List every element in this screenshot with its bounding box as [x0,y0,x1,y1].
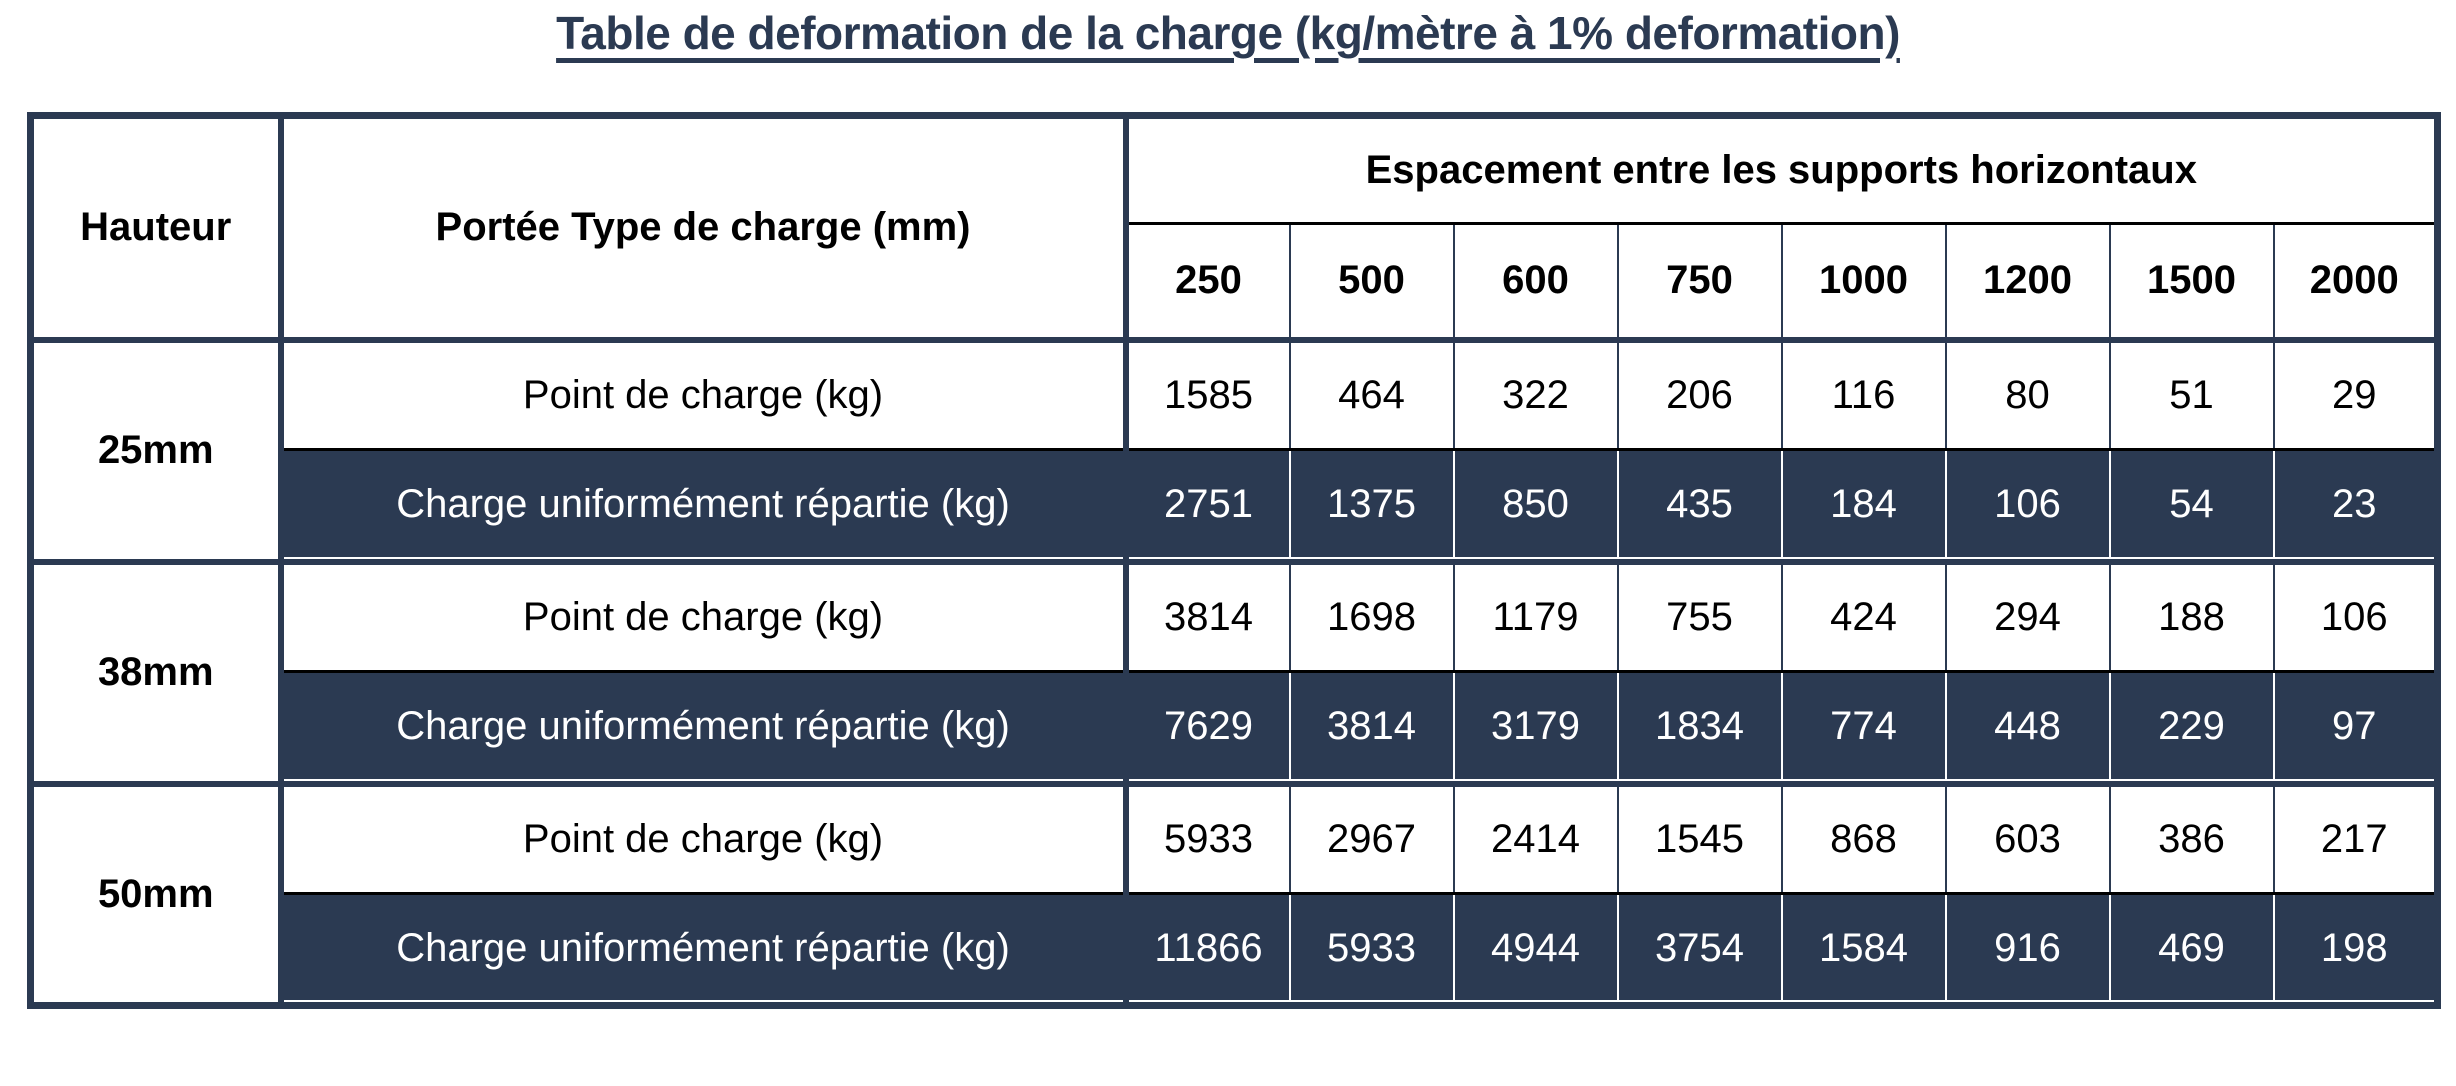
column-header-espacement: Espacement entre les supports horizontau… [1125,115,2438,225]
table-row-50mm-point: 50mm Point de charge (kg) 5933 2967 2414… [30,783,2438,1009]
row-label-charge-uniformement-repartie: Charge uniformément répartie (kg) [280,893,1129,1009]
value-cell: 1698 [1288,561,1454,673]
value-cell: 7629 [1124,671,1290,787]
value-cell: 11866 [1124,893,1290,1009]
row-label-point-de-charge: Point de charge (kg) [280,561,1129,673]
value-cell: 3814 [1124,561,1290,673]
value-cell: 850 [1452,449,1618,565]
value-cell: 916 [1944,893,2110,1009]
value-cell: 5933 [1124,783,1290,895]
hauteur-cell-25mm: 25mm [30,339,284,565]
table-row-38mm-point: 38mm Point de charge (kg) 3814 1698 1179… [30,561,2438,787]
value-cell: 51 [2108,339,2274,451]
spacing-header-1500: 1500 [2108,223,2274,343]
hauteur-cell-38mm: 38mm [30,561,284,787]
spacing-header-2000: 2000 [2272,223,2438,343]
value-cell: 5933 [1288,893,1454,1009]
page-title: Table de deformation de la charge (kg/mè… [556,7,1900,59]
title-bar: Table de deformation de la charge (kg/mè… [0,6,2456,60]
value-cell: 868 [1780,783,1946,895]
value-cell: 217 [2272,783,2438,895]
value-cell: 80 [1944,339,2110,451]
value-cell: 3814 [1288,671,1454,787]
value-cell: 3179 [1452,671,1618,787]
row-label-charge-uniformement-repartie: Charge uniformément répartie (kg) [280,449,1129,565]
value-cell: 1545 [1616,783,1782,895]
value-cell: 1375 [1288,449,1454,565]
value-cell: 2967 [1288,783,1454,895]
value-cell: 188 [2108,561,2274,673]
spacing-header-500: 500 [1288,223,1454,343]
spacing-header-250: 250 [1124,223,1290,343]
value-cell: 603 [1944,783,2110,895]
value-cell: 106 [2272,561,2438,673]
value-cell: 2414 [1452,783,1618,895]
value-cell: 116 [1780,339,1946,451]
spacing-header-1200: 1200 [1944,223,2110,343]
value-cell: 106 [1944,449,2110,565]
spacing-header-1000: 1000 [1780,223,1946,343]
table-row-25mm-point: 25mm Point de charge (kg) 1585 464 322 2… [30,339,2438,565]
value-cell: 29 [2272,339,2438,451]
value-cell: 322 [1452,339,1618,451]
value-cell: 424 [1780,561,1946,673]
table-row-25mm-uniform: Charge uniformément répartie (kg) 2751 1… [31,449,2438,565]
value-cell: 184 [1780,449,1946,565]
value-cell: 3754 [1616,893,1782,1009]
value-cell: 198 [2272,893,2438,1009]
row-label-point-de-charge: Point de charge (kg) [280,339,1129,451]
value-cell: 23 [2272,449,2438,565]
value-cell: 755 [1616,561,1782,673]
column-header-portee-type-de-charge: Portée Type de charge (mm) [280,115,1129,343]
table-row-50mm-uniform: Charge uniformément répartie (kg) 11866 … [31,893,2438,1009]
row-label-charge-uniformement-repartie: Charge uniformément répartie (kg) [280,671,1129,787]
hauteur-cell-50mm: 50mm [30,783,284,1009]
value-cell: 774 [1780,671,1946,787]
value-cell: 206 [1616,339,1782,451]
load-deformation-table: Hauteur Portée Type de charge (mm) Espac… [27,112,2442,1009]
value-cell: 435 [1616,449,1782,565]
value-cell: 1585 [1124,339,1290,451]
value-cell: 464 [1288,339,1454,451]
value-cell: 294 [1944,561,2110,673]
value-cell: 386 [2108,783,2274,895]
value-cell: 1584 [1780,893,1946,1009]
column-header-hauteur: Hauteur [30,115,284,343]
value-cell: 229 [2108,671,2274,787]
value-cell: 469 [2108,893,2274,1009]
value-cell: 54 [2108,449,2274,565]
value-cell: 97 [2272,671,2438,787]
spacing-header-600: 600 [1452,223,1618,343]
value-cell: 4944 [1452,893,1618,1009]
value-cell: 448 [1944,671,2110,787]
value-cell: 2751 [1124,449,1290,565]
value-cell: 1834 [1616,671,1782,787]
value-cell: 1179 [1452,561,1618,673]
spacing-header-750: 750 [1616,223,1782,343]
table-row-38mm-uniform: Charge uniformément répartie (kg) 7629 3… [31,671,2438,787]
row-label-point-de-charge: Point de charge (kg) [280,783,1129,895]
